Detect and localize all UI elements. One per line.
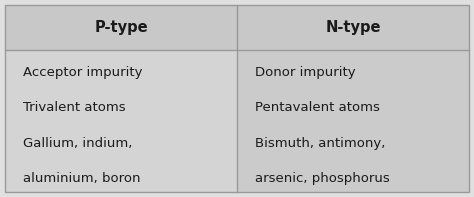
Text: Gallium, indium,: Gallium, indium, bbox=[23, 137, 132, 150]
Text: arsenic, phosphorus: arsenic, phosphorus bbox=[255, 172, 390, 185]
Text: Donor impurity: Donor impurity bbox=[255, 66, 356, 79]
Text: P-type: P-type bbox=[94, 20, 148, 35]
Bar bbox=[5, 50, 237, 192]
Bar bbox=[5, 5, 237, 50]
Text: N-type: N-type bbox=[325, 20, 381, 35]
Bar bbox=[237, 5, 469, 50]
Text: aluminium, boron: aluminium, boron bbox=[23, 172, 140, 185]
Text: Trivalent atoms: Trivalent atoms bbox=[23, 101, 126, 114]
Text: Bismuth, antimony,: Bismuth, antimony, bbox=[255, 137, 385, 150]
Text: Acceptor impurity: Acceptor impurity bbox=[23, 66, 143, 79]
Text: Pentavalent atoms: Pentavalent atoms bbox=[255, 101, 380, 114]
Bar bbox=[237, 50, 469, 192]
